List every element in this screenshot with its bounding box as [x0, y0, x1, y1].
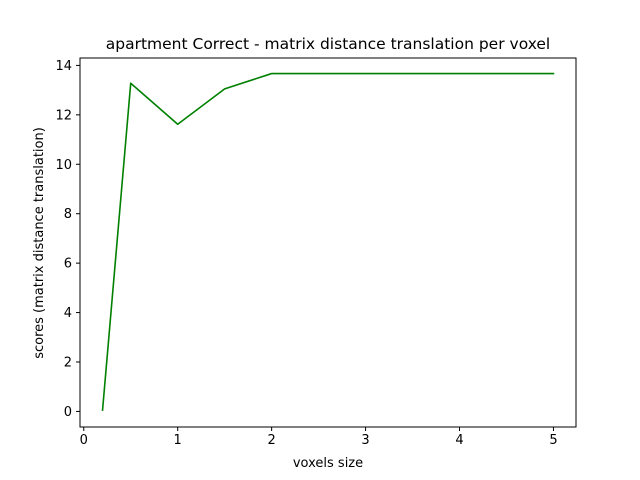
- y-tick-label: 12: [55, 108, 72, 123]
- chart-title: apartment Correct - matrix distance tran…: [106, 35, 551, 53]
- x-tick-label: 2: [267, 433, 275, 448]
- y-tick-label: 14: [55, 59, 72, 74]
- y-tick-label: 8: [64, 207, 72, 222]
- y-tick-label: 4: [64, 306, 72, 321]
- x-tick-label: 3: [361, 433, 369, 448]
- x-axis: 0 1 2 3 4 5: [80, 427, 558, 448]
- series-layer: [101, 72, 555, 412]
- x-tick-label: 0: [80, 433, 88, 448]
- y-axis-label: scores (matrix distance translation): [32, 127, 47, 359]
- x-tick-label: 1: [174, 433, 182, 448]
- y-tick-label: 6: [64, 257, 72, 272]
- x-axis-label: voxels size: [293, 456, 363, 471]
- plot-frame: [79, 57, 577, 428]
- x-tick-label: 5: [549, 433, 557, 448]
- y-tick-label: 10: [55, 158, 72, 173]
- x-tick-label: 4: [455, 433, 463, 448]
- series-line-0: [101, 72, 555, 412]
- y-axis: 0 2 4 6 8 10 12 14: [55, 59, 80, 420]
- y-tick-label: 2: [64, 355, 72, 370]
- y-tick-label: 0: [64, 405, 72, 420]
